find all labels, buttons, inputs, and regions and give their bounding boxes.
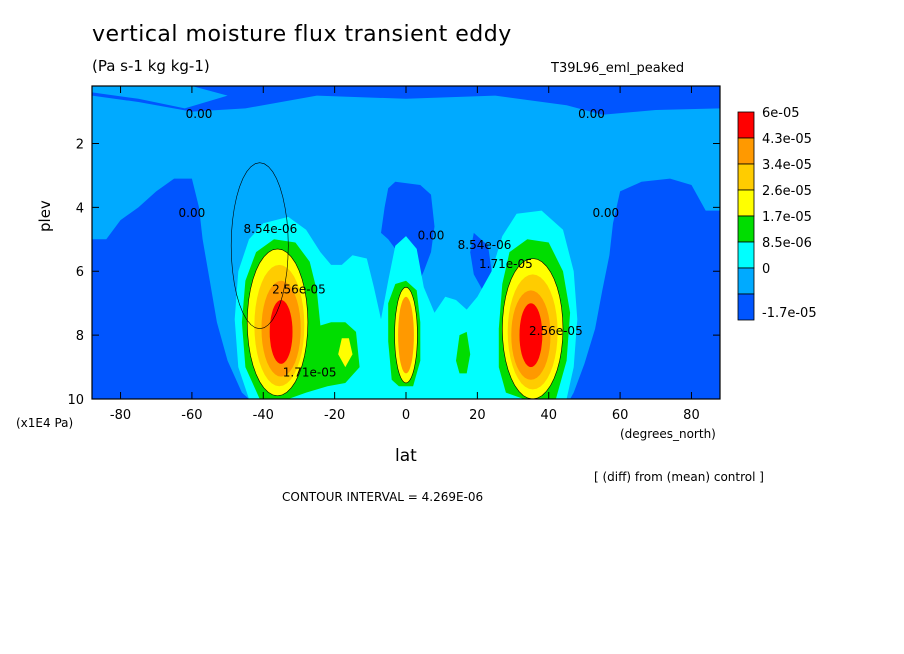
- contour-interval: CONTOUR INTERVAL = 4.269E-06: [282, 490, 484, 504]
- legend-swatch: [737, 293, 755, 321]
- x-tick-label: 0: [402, 408, 410, 423]
- small-yellow-patch: [338, 338, 353, 368]
- contour-label: 8.54e-06: [244, 222, 298, 236]
- x-tick-label: 80: [683, 408, 700, 423]
- upper-negative-region: [92, 86, 720, 115]
- legend-label: 3.4e-05: [762, 158, 812, 173]
- x-tick-label: -40: [253, 408, 274, 423]
- contour-label: 8.54e-06: [458, 238, 512, 252]
- legend-swatch: [737, 267, 755, 295]
- legend-label: 1.7e-05: [762, 210, 812, 225]
- legend-swatch: [737, 111, 755, 139]
- legend-label: 4.3e-05: [762, 132, 812, 147]
- run-name: T39L96_eml_peaked: [551, 61, 685, 76]
- contour-line: [246, 248, 309, 397]
- chart-units: (Pa s-1 kg kg-1): [92, 57, 210, 75]
- northern-red-core: [519, 303, 543, 368]
- contour-line: [501, 258, 564, 399]
- x-axis-label: lat: [395, 446, 417, 466]
- diff-note: [ (diff) from (mean) control ]: [594, 470, 764, 484]
- y-axis-units: (x1E4 Pa): [16, 416, 74, 430]
- x-axis-units: (degrees_north): [620, 427, 716, 441]
- contour-label: 0.00: [418, 228, 445, 242]
- contour-line: [230, 162, 289, 330]
- x-tick-label: -20: [324, 408, 345, 423]
- contour-label: 0.00: [592, 206, 619, 220]
- contour-label: 2.56e-05: [529, 324, 583, 338]
- contour-label: 1.71e-05: [283, 366, 337, 380]
- legend-label: 2.6e-05: [762, 184, 812, 199]
- contour-field: [92, 86, 720, 399]
- contour-label: 0.00: [179, 206, 206, 220]
- y-tick-label: 2: [76, 137, 84, 152]
- contour-label: 0.00: [578, 107, 605, 121]
- southern-polar-negative: [92, 178, 249, 399]
- color-legend: 6e-05 4.3e-05 3.4e-05 2.6e-05 1.7e-05 8.5e-06…: [737, 106, 817, 321]
- chart-title: vertical moisture flux transient eddy: [92, 22, 512, 47]
- contour-label: 1.71e-05: [479, 257, 533, 271]
- y-tick-label: 4: [76, 201, 84, 216]
- axis-ticks: -80 -60 -40 -20 0 20 40 60 80 2 4 6 8 10: [67, 86, 720, 423]
- contour-labels: 0.00 0.00 0.00 0.00 0.00 8.54e-06 8.54e-06 2.56…: [179, 107, 620, 380]
- contour-label: 0.00: [186, 107, 213, 121]
- x-tick-label: 20: [469, 408, 486, 423]
- y-tick-label: 8: [76, 329, 84, 344]
- x-tick-label: 60: [612, 408, 629, 423]
- equatorial-orange: [398, 296, 414, 374]
- x-tick-label: -60: [181, 408, 202, 423]
- legend-label: 0: [762, 262, 770, 277]
- legend-label: 8.5e-06: [762, 236, 812, 251]
- legend-swatch: [737, 163, 755, 191]
- contour-line: [394, 286, 418, 384]
- contour-label: 2.56e-05: [272, 283, 326, 297]
- small-green-patch: [456, 331, 471, 374]
- y-tick-label: 6: [76, 265, 84, 280]
- y-tick-label: 10: [67, 393, 84, 408]
- x-tick-label: 40: [540, 408, 557, 423]
- legend-label: -1.7e-05: [762, 306, 817, 321]
- northern-polar-negative: [570, 178, 720, 399]
- legend-swatch: [737, 189, 755, 217]
- equatorial-negative: [381, 181, 435, 288]
- legend-swatch: [737, 137, 755, 165]
- x-tick-label: -80: [110, 408, 131, 423]
- legend-swatch: [737, 241, 755, 269]
- upper-gap: [92, 86, 228, 109]
- legend-swatch: [737, 215, 755, 243]
- southern-red-core: [269, 300, 293, 364]
- legend-label: 6e-05: [762, 106, 800, 121]
- northern-small-negative: [470, 232, 492, 294]
